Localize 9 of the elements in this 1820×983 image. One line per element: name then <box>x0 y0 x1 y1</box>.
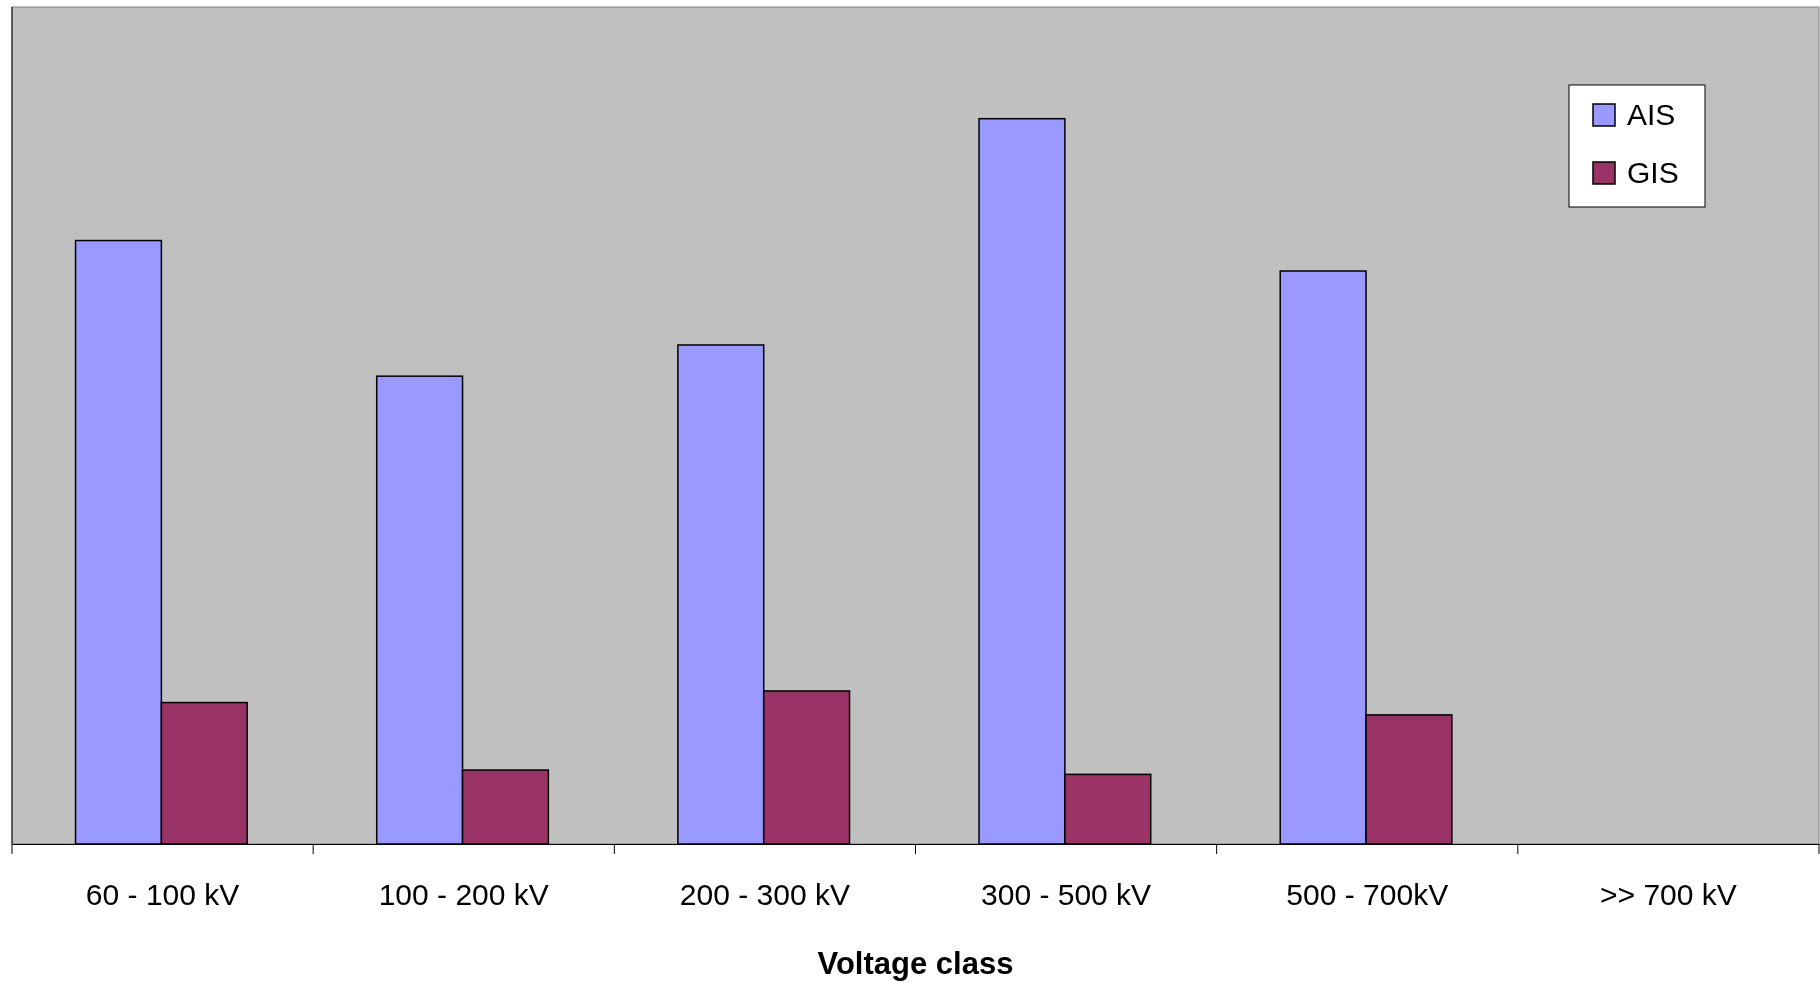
legend-label: AIS <box>1627 98 1676 131</box>
x-axis-title: Voltage class <box>817 946 1014 981</box>
x-tick-label: 200 - 300 kV <box>679 878 850 912</box>
x-tick-label: 100 - 200 kV <box>378 878 549 912</box>
legend-label: GIS <box>1627 156 1679 189</box>
x-tick-label: 300 - 500 kV <box>981 878 1152 912</box>
x-tick-label: 60 - 100 kV <box>85 878 240 912</box>
x-tick-label: >> 700 kV <box>1600 878 1737 912</box>
x-tick-label: 500 - 700kV <box>1286 878 1449 912</box>
